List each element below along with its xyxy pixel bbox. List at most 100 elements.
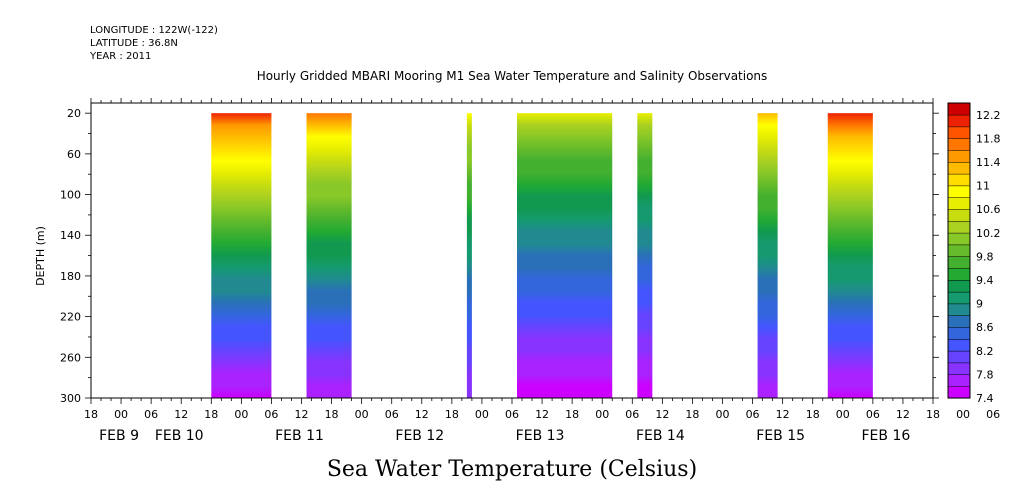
colorbar-swatch xyxy=(947,185,971,198)
x-tick-label: 12 xyxy=(295,408,309,421)
x-date-label: FEB 13 xyxy=(516,428,565,444)
year-label: YEAR : 2011 xyxy=(90,51,152,62)
colorbar-label: 8.2 xyxy=(976,345,994,358)
x-tick-label: 18 xyxy=(204,408,218,421)
x-tick-label: 00 xyxy=(355,408,369,421)
colorbar-swatch xyxy=(947,326,971,340)
x-tick-label: 00 xyxy=(956,408,970,421)
plot-area xyxy=(91,103,933,398)
colorbar-swatch xyxy=(947,350,971,364)
y-tick-label: 140 xyxy=(60,229,81,242)
x-tick-label: 00 xyxy=(475,408,489,421)
y-tick-label: 220 xyxy=(60,311,81,324)
x-date-label: FEB 16 xyxy=(862,428,911,444)
colorbar-frame xyxy=(947,102,971,399)
x-tick-label: 00 xyxy=(114,408,128,421)
x-tick-label: 18 xyxy=(445,408,459,421)
x-tick-label: 12 xyxy=(535,408,549,421)
x-tick-label: 12 xyxy=(655,408,669,421)
x-date-label: FEB 12 xyxy=(395,428,444,444)
colorbar-label: 12.2 xyxy=(976,109,1001,122)
x-tick-label: 06 xyxy=(625,408,639,421)
colorbar-swatch xyxy=(947,208,971,222)
colorbar-swatch xyxy=(947,374,971,387)
variable-label: Sea Water Temperature (Celsius) xyxy=(327,457,697,482)
y-tick-label: 180 xyxy=(60,270,81,283)
colorbar-swatch xyxy=(947,362,971,375)
y-tick-label: 100 xyxy=(60,189,81,202)
x-tick-label: 18 xyxy=(325,408,339,421)
latitude-label: LATITUDE : 36.8N xyxy=(90,38,178,49)
colorbar-label: 11 xyxy=(976,180,990,193)
colorbar-swatch xyxy=(947,315,971,328)
data-segment xyxy=(637,113,653,398)
longitude-label: LONGITUDE : 122W(-122) xyxy=(90,25,218,36)
y-tick-label: 60 xyxy=(67,148,81,161)
x-tick-label: 18 xyxy=(565,408,579,421)
colorbar-label: 10.6 xyxy=(976,203,1001,216)
data-segment xyxy=(827,113,873,398)
x-tick-label: 06 xyxy=(144,408,158,421)
x-date-label: FEB 14 xyxy=(636,428,685,444)
x-tick-label: 12 xyxy=(174,408,188,421)
colorbar-label: 7.8 xyxy=(976,368,994,381)
colorbar-swatch xyxy=(947,279,971,293)
x-tick-label: 06 xyxy=(505,408,519,421)
x-tick-label: 06 xyxy=(746,408,760,421)
y-axis-label: DEPTH (m) xyxy=(34,226,47,286)
colorbar-label: 11.4 xyxy=(976,156,1001,169)
colorbar-swatch xyxy=(947,232,971,246)
data-segment xyxy=(517,113,613,398)
colorbar-swatch xyxy=(947,102,971,116)
x-date-label: FEB 11 xyxy=(275,428,324,444)
colorbar-swatch xyxy=(947,197,971,210)
x-tick-label: 12 xyxy=(776,408,790,421)
colorbar-swatch xyxy=(947,149,971,163)
data-segment xyxy=(466,113,472,398)
x-tick-label: 18 xyxy=(84,408,98,421)
colorbar: 12.2 11.8 11.4 11 10.6 10.2 9.8 9.4 9 8.6 8.2 7.8 7.… xyxy=(947,102,1001,405)
colorbar-label: 8.6 xyxy=(976,321,994,334)
y-tick-label: 300 xyxy=(60,392,81,405)
x-tick-label: 00 xyxy=(234,408,248,421)
colorbar-label: 7.4 xyxy=(976,392,994,405)
x-date-label: FEB 10 xyxy=(155,428,204,444)
x-tick-label: 18 xyxy=(685,408,699,421)
chart-title: Hourly Gridded MBARI Mooring M1 Sea Wate… xyxy=(257,69,768,83)
x-tick-label: 06 xyxy=(986,408,1000,421)
x-tick-label: 12 xyxy=(415,408,429,421)
colorbar-swatch xyxy=(947,385,971,399)
colorbar-swatch xyxy=(947,291,971,305)
colorbar-swatch xyxy=(947,303,971,316)
colorbar-label: 9 xyxy=(976,298,983,311)
colorbar-swatch xyxy=(947,220,971,234)
x-tick-label: 00 xyxy=(595,408,609,421)
colorbar-label: 11.8 xyxy=(976,132,1001,145)
x-tick-label: 00 xyxy=(836,408,850,421)
y-tick-label: 260 xyxy=(60,351,81,364)
colorbar-swatch xyxy=(947,114,971,128)
x-tick-label: 00 xyxy=(716,408,730,421)
colorbar-swatch xyxy=(947,256,971,269)
y-tick-label: 20 xyxy=(67,107,81,120)
colorbar-swatch xyxy=(947,267,971,281)
x-tick-label: 12 xyxy=(896,408,910,421)
colorbar-swatch xyxy=(947,126,971,139)
data-segment xyxy=(306,113,352,398)
colorbar-swatch xyxy=(947,338,971,352)
colorbar-label: 9.4 xyxy=(976,274,994,287)
data-segment xyxy=(757,113,778,398)
colorbar-swatch xyxy=(947,244,971,257)
x-tick-label: 06 xyxy=(866,408,880,421)
colorbar-swatch xyxy=(947,173,971,187)
colorbar-label: 10.2 xyxy=(976,227,1001,240)
metadata-block: LONGITUDE : 122W(-122) LATITUDE : 36.8N … xyxy=(90,24,218,63)
x-tick-label: 18 xyxy=(926,408,940,421)
axes: 18 00 06 12 18 00 06 12 18 00 06 12 18 00 06 12 18 00 06 12… xyxy=(60,98,1000,444)
x-tick-label: 18 xyxy=(806,408,820,421)
x-tick-label: 06 xyxy=(264,408,278,421)
colorbar-swatch xyxy=(947,161,971,175)
x-tick-label: 06 xyxy=(385,408,399,421)
x-date-label: FEB 9 xyxy=(99,428,139,444)
